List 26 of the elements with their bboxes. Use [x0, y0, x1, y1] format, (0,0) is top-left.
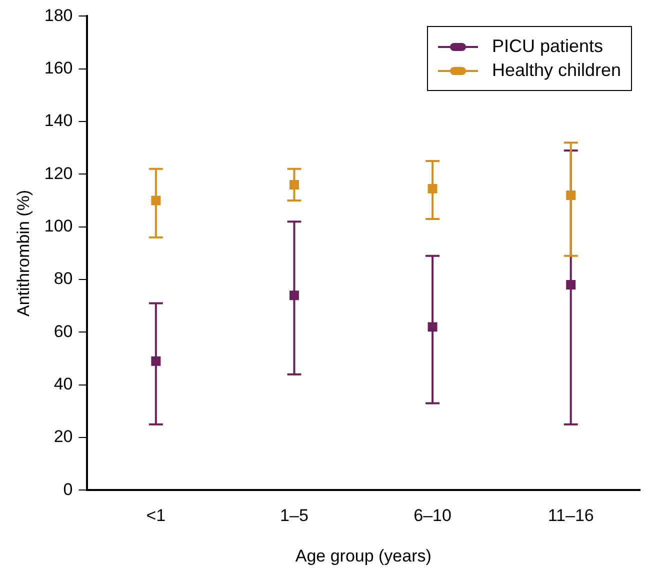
- y-tick-label: 140: [44, 111, 73, 130]
- point: [428, 322, 438, 332]
- point: [151, 356, 161, 366]
- point: [289, 180, 299, 190]
- point: [289, 290, 299, 300]
- y-tick-label: 80: [54, 269, 73, 288]
- y-axis-title: Antithrombin (%): [14, 190, 33, 317]
- legend-label: Healthy children: [492, 60, 622, 82]
- y-tick-label: 0: [63, 480, 73, 499]
- y-tick-label: 180: [44, 6, 73, 25]
- x-tick-label: 11–16: [548, 506, 594, 526]
- x-tick-label: <1: [146, 506, 166, 526]
- y-tick-label: 100: [44, 216, 73, 236]
- y-tick-label: 40: [54, 374, 73, 394]
- x-axis-title: Age group (years): [295, 546, 432, 566]
- point: [566, 190, 576, 200]
- y-tick-label: 160: [44, 58, 73, 78]
- x-tick-label: 1–5: [280, 506, 308, 526]
- point: [566, 280, 576, 290]
- point: [428, 184, 438, 194]
- y-tick-label: 60: [54, 322, 73, 341]
- y-tick-label: 20: [54, 427, 73, 446]
- x-tick-label: 6–10: [414, 506, 452, 526]
- y-tick-label: 120: [44, 164, 73, 183]
- legend-label: PICU patients: [492, 36, 604, 58]
- point: [151, 196, 161, 206]
